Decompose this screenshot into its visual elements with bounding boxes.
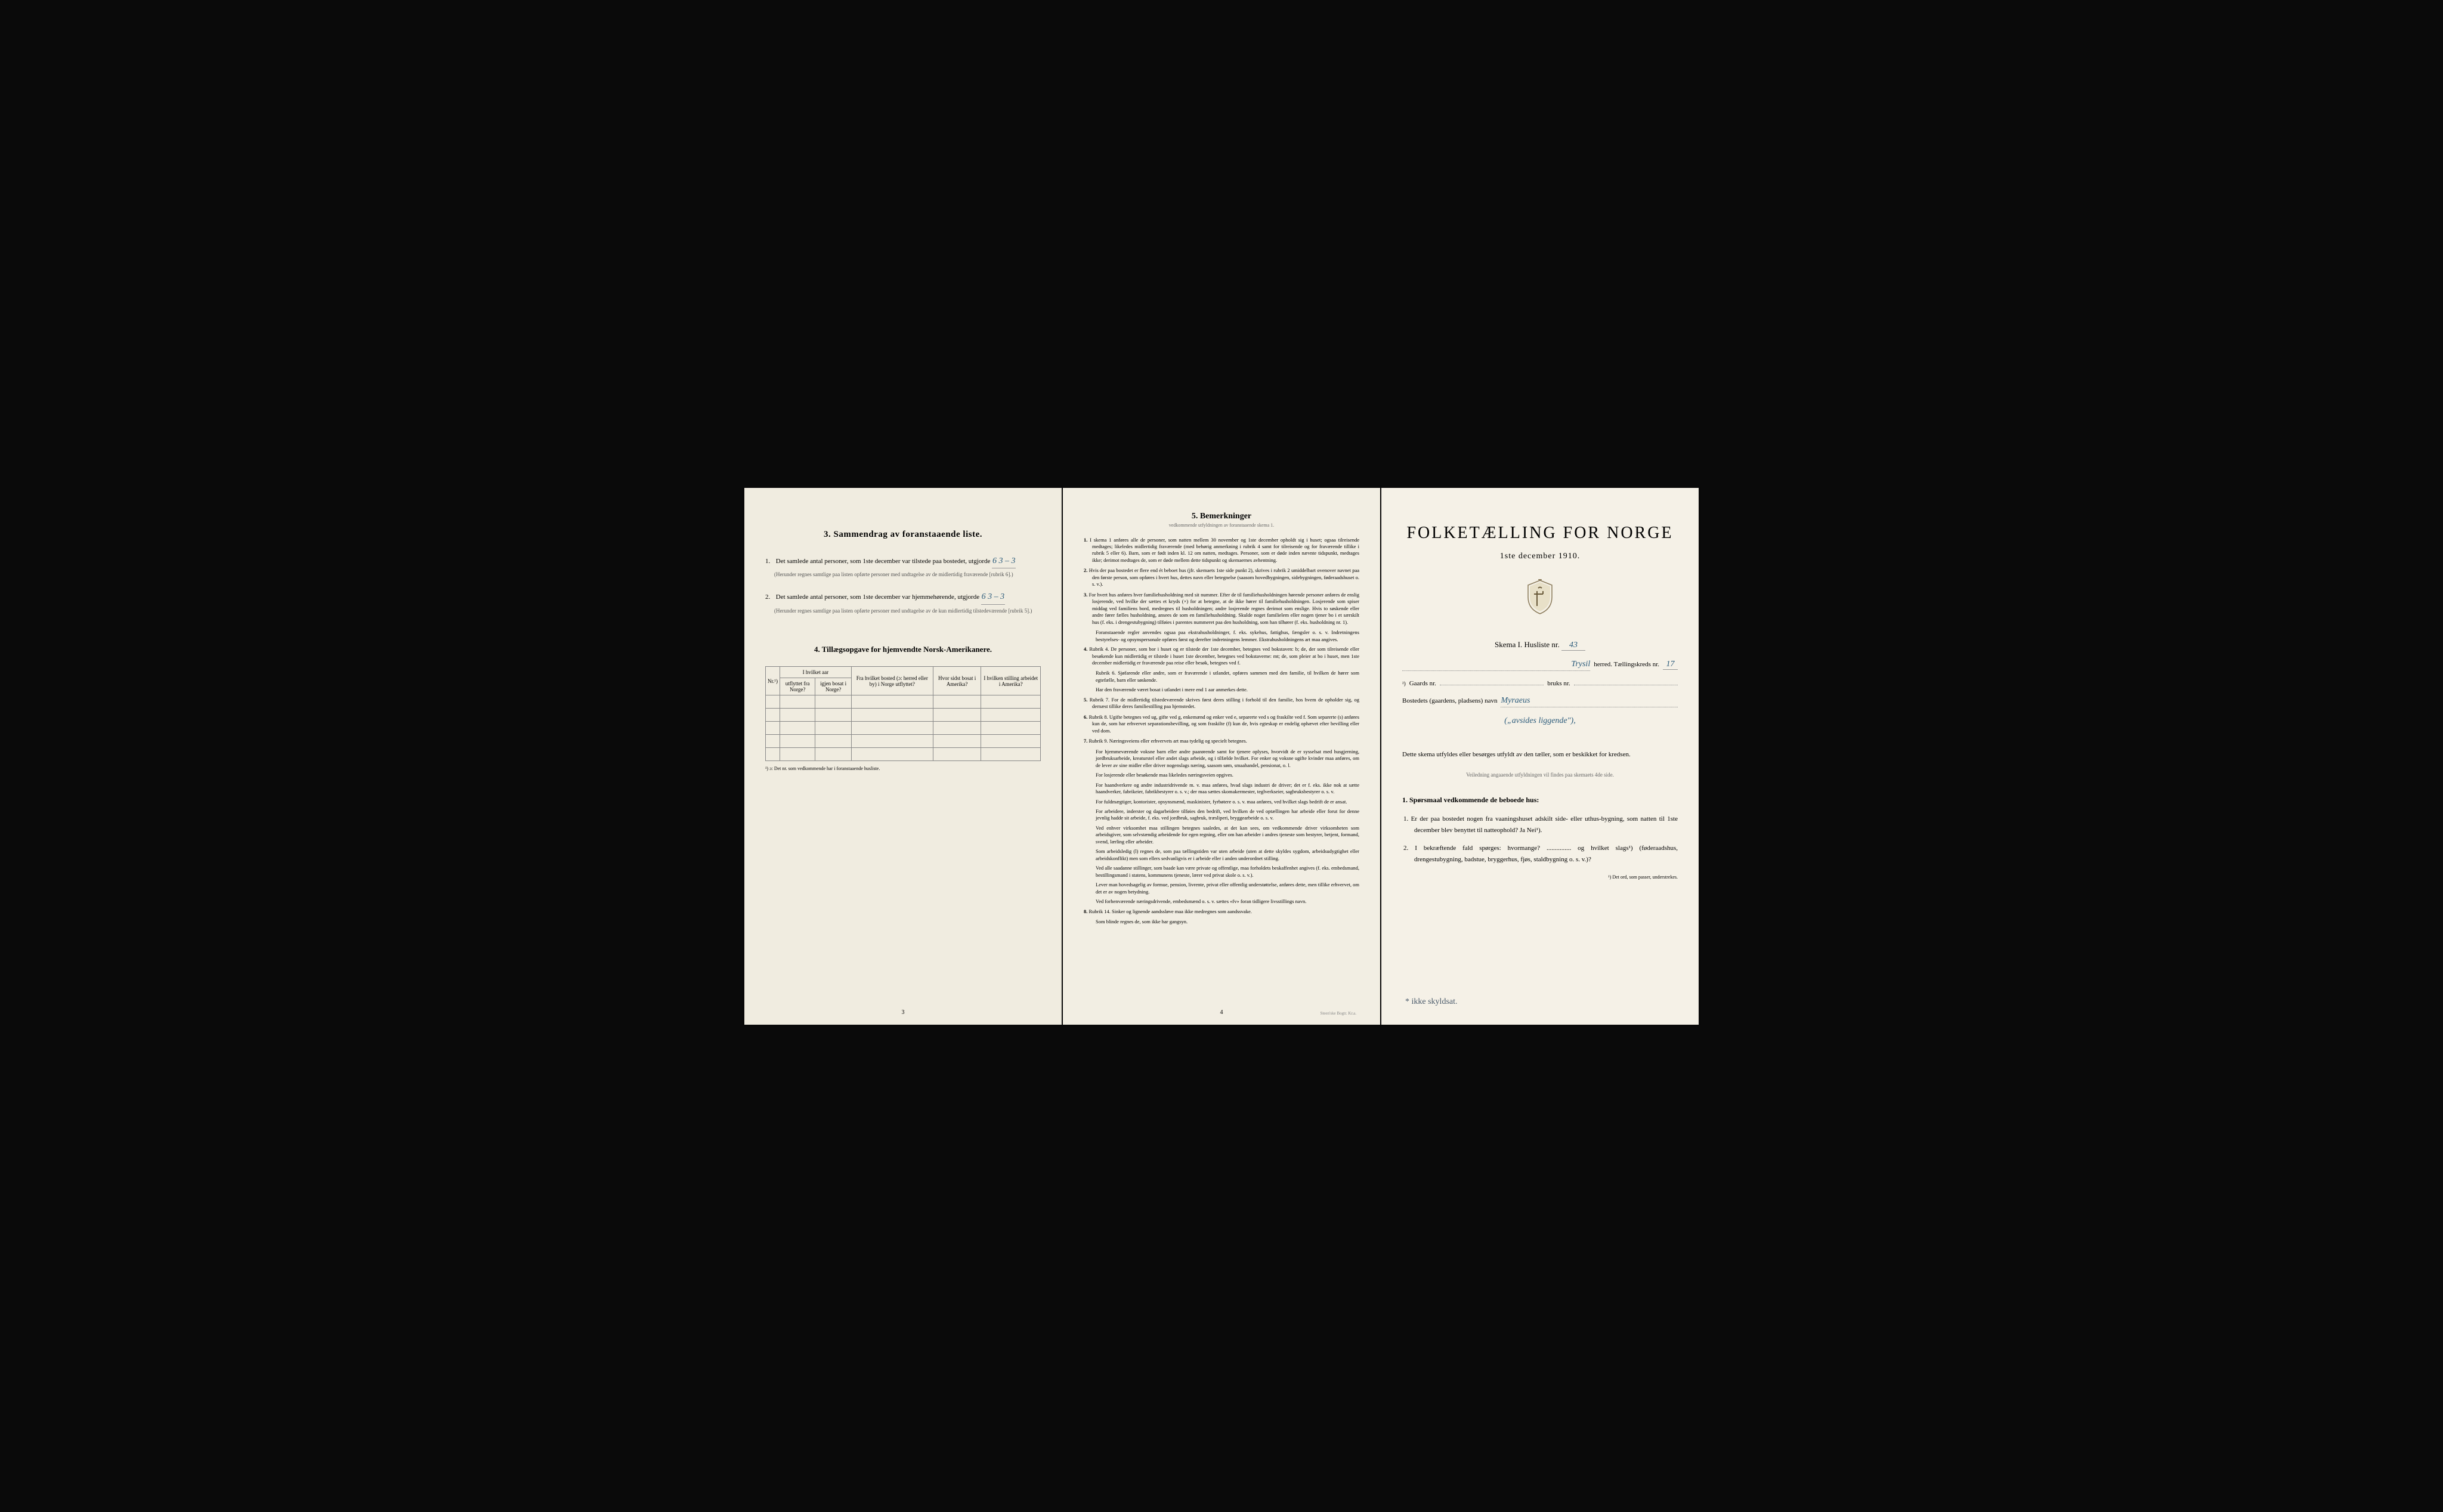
emigrant-table: Nr.¹) I hvilket aar Fra hvilket bosted (… <box>765 666 1041 761</box>
remark-item: Lever man hovedsagelig av formue, pensio… <box>1084 882 1359 895</box>
herred-line: Trysil herred. Tællingskreds nr. 17 <box>1402 660 1678 671</box>
coat-of-arms-icon <box>1402 579 1678 622</box>
section-4-title: 4. Tillægsopgave for hjemvendte Norsk-Am… <box>765 645 1041 654</box>
gaards-line: ²) Gaards nr. bruks nr. <box>1402 680 1678 687</box>
instruction-sub: Veiledning angaaende utfyldningen vil fi… <box>1402 772 1678 778</box>
section-3-title: 3. Sammendrag av foranstaaende liste. <box>765 530 1041 540</box>
panel-page-4: 5. Bemerkninger vedkommende utfyldningen… <box>1063 488 1380 1025</box>
remark-item: 7. Rubrik 9. Næringsveiens eller erhverv… <box>1084 738 1359 744</box>
table-footnote: ¹) ɔ: Det nr. som vedkommende har i fora… <box>765 766 1041 771</box>
remark-item: Ved forhenværende næringsdrivende, embed… <box>1084 898 1359 905</box>
remark-item: Som blinde regnes de, som ikke har gangs… <box>1084 919 1359 925</box>
remarks-subtitle: vedkommende utfyldningen av foranstaaend… <box>1084 522 1359 528</box>
remark-item: Har den fraværende været bosat i utlande… <box>1084 687 1359 693</box>
remark-item: For losjerende eller besøkende maa likel… <box>1084 772 1359 778</box>
remark-item: 3. For hvert hus anføres hver familiehus… <box>1084 592 1359 626</box>
footnote: ¹) Det ord, som passer, understrekes. <box>1402 874 1678 880</box>
table-row <box>766 709 1041 722</box>
herred-value: Trysil <box>1402 660 1590 671</box>
item1-value: 6 3 – 3 <box>992 555 1016 568</box>
kreds-nr: 17 <box>1663 660 1678 670</box>
remark-item: 5. Rubrik 7. For de midlertidig tilstede… <box>1084 697 1359 710</box>
remark-item: Ved enhver virksomhet maa stillingen bet… <box>1084 825 1359 845</box>
summary-item-2: 2. Det samlede antal personer, som 1ste … <box>765 590 1041 615</box>
panel-cover: FOLKETÆLLING FOR NORGE 1ste december 191… <box>1381 488 1699 1025</box>
table-row <box>766 748 1041 761</box>
remark-item: 4. Rubrik 4. De personer, som bor i huse… <box>1084 646 1359 666</box>
printer-mark: Steen'ske Bogtr. Kr.a. <box>1320 1011 1356 1016</box>
remark-item: For hjemmeværende voksne barn eller andr… <box>1084 749 1359 769</box>
page-number-4: 4 <box>1220 1009 1223 1016</box>
remarks-title: 5. Bemerkninger <box>1084 512 1359 521</box>
skema-line: Skema I. Husliste nr. 43 <box>1402 640 1678 651</box>
bosted-sub: („avsides liggende"), <box>1402 716 1678 726</box>
table-row <box>766 722 1041 735</box>
remark-item: For haandverkere og andre industridriven… <box>1084 782 1359 796</box>
husliste-nr: 43 <box>1561 641 1585 651</box>
panel-page-3: 3. Sammendrag av foranstaaende liste. 1.… <box>744 488 1062 1025</box>
table-row <box>766 735 1041 748</box>
remark-item: Rubrik 6. Sjøfarende eller andre, som er… <box>1084 670 1359 684</box>
question-title: 1. Spørsmaal vedkommende de beboede hus: <box>1402 796 1678 805</box>
bosted-value: Myraeus <box>1501 696 1678 707</box>
remark-item: 1. I skema 1 anføres alle de personer, s… <box>1084 537 1359 564</box>
census-date: 1ste december 1910. <box>1402 552 1678 561</box>
remark-item: Foranstaaende regler anvendes ogsaa paa … <box>1084 629 1359 643</box>
hand-note-bottom: * ikke skyldsat. <box>1405 997 1458 1007</box>
remark-item: Ved alle saadanne stillinger, som baade … <box>1084 865 1359 879</box>
item2-value: 6 3 – 3 <box>981 590 1005 604</box>
summary-item-1: 1. Det samlede antal personer, som 1ste … <box>765 555 1041 579</box>
remark-item: 8. Rubrik 14. Sinker og lignende aandssl… <box>1084 908 1359 915</box>
page-number-3: 3 <box>902 1009 905 1016</box>
table-row <box>766 695 1041 709</box>
remark-item: Som arbeidsledig (l) regnes de, som paa … <box>1084 848 1359 862</box>
instruction-text: Dette skema utfyldes eller besørges utfy… <box>1402 750 1678 760</box>
main-title: FOLKETÆLLING FOR NORGE <box>1402 524 1678 543</box>
question-2: 2. I bekræftende fald spørges: hvormange… <box>1402 843 1678 865</box>
census-document: 3. Sammendrag av foranstaaende liste. 1.… <box>744 488 1699 1025</box>
remark-item: For fuldmægtiger, kontorister, opsynsmæn… <box>1084 799 1359 805</box>
remark-item: For arbeidere, inderster og dagarbeidere… <box>1084 808 1359 822</box>
remarks-list: 1. I skema 1 anføres alle de personer, s… <box>1084 537 1359 926</box>
remark-item: 2. Hvis der paa bostedet er flere end ét… <box>1084 567 1359 588</box>
remark-item: 6. Rubrik 8. Ugifte betegnes ved ug, gif… <box>1084 714 1359 734</box>
bosted-line: Bostedets (gaardens, pladsens) navn Myra… <box>1402 696 1678 707</box>
question-1: 1. Er der paa bostedet nogen fra vaaning… <box>1402 814 1678 836</box>
